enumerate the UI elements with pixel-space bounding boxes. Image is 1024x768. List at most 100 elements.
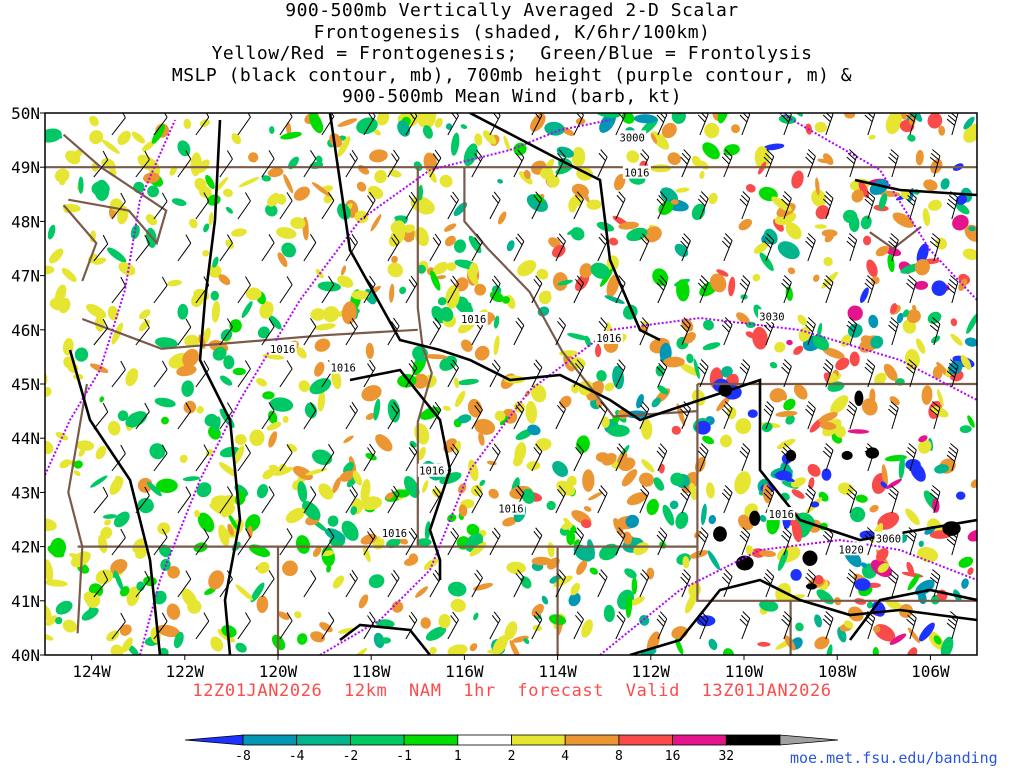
wind-barb [135,486,150,514]
frontogenesis-cell [641,459,655,473]
frontogenesis-cell [513,454,524,467]
wind-barb [405,611,418,640]
frontogenesis-cell [208,212,214,226]
frontogenesis-cell [472,582,494,591]
frontogenesis-cell [434,117,443,128]
frontogenesis-cell [526,461,541,471]
wind-barb [237,192,251,220]
wind-barb [405,359,418,388]
wind-barb [680,149,691,178]
wind-barb [303,486,317,514]
wind-barb [135,150,150,178]
frontogenesis-cell [154,337,178,349]
wind-barb [387,233,400,262]
frontogenesis-cell [791,477,806,488]
frontogenesis-cell [257,561,270,574]
frontogenesis-cell [147,185,159,198]
frontogenesis-cell [257,326,270,339]
frontogenesis-cell [423,354,448,360]
colorbar-low-arrow [184,734,244,746]
wind-barb [906,275,917,304]
wind-barb [429,569,442,598]
state-borders [45,133,977,655]
frontogenesis-cell [73,470,81,477]
frontogenesis-cell [85,593,101,608]
colorbar-segment [511,734,566,746]
wind-barb [864,611,876,640]
frontogenesis-cell [817,322,823,339]
frontogenesis-cell [513,142,527,156]
wind-barb [822,275,834,304]
frontogenesis-cell [355,648,368,655]
frontogenesis-cell [940,636,954,655]
frontogenesis-cell [964,337,977,347]
wind-barb [846,569,858,598]
height-label: 3030 [759,311,784,323]
frontogenesis-cell [317,391,326,412]
frontogenesis-cell [90,475,108,488]
frontogenesis-cell [447,581,467,597]
frontogenesis-cell [360,478,371,503]
frontogenesis-cell [918,622,935,642]
frontogenesis-cell [868,134,876,140]
frontogenesis-cell [818,412,838,423]
frontogenesis-cell [352,470,363,486]
frontogenesis-cell [276,227,297,239]
wind-barb [237,528,251,556]
credit-link[interactable]: moe.met.fsu.edu/banding [790,749,998,767]
frontogenesis-cell [955,202,970,215]
colorbar-label: 1 [454,749,462,764]
wind-barb [846,485,858,514]
frontogenesis-cell [771,196,792,212]
frontogenesis-cell [817,158,829,164]
frontogenesis-cell [433,261,449,275]
frontogenesis-cell [571,147,586,167]
mslp-label-bg [329,360,358,374]
lat-label: 40N [11,646,40,665]
mslp-contour [349,368,452,580]
wind-barb [345,233,358,262]
frontogenesis-core [841,450,853,460]
frontogenesis-cell [445,123,453,130]
border-line [416,167,433,547]
frontogenesis-cell [488,488,499,499]
border-line [62,133,168,246]
frontogenesis-cell [109,477,123,495]
wind-barb [697,275,709,304]
frontogenesis-cell [570,582,581,596]
wind-barb [153,360,168,388]
frontogenesis-cell [422,113,437,130]
frontogenesis-cell [374,169,387,184]
frontogenesis-cell [691,155,702,167]
frontogenesis-cell [669,500,679,510]
frontogenesis-cell [417,116,426,128]
frontogenesis-cell [676,279,690,302]
wind-barb [513,569,525,598]
wind-barb [888,317,899,346]
wind-barbs [93,113,959,640]
wind-barb [261,486,275,514]
lat-label: 41N [11,592,40,611]
wind-barb [153,444,168,472]
colorbar-label: -2 [343,749,359,764]
frontogenesis-cell [429,646,437,655]
wind-barb [363,611,376,640]
frontogenesis-cell [573,539,580,546]
frontogenesis-cell [785,414,795,425]
frontogenesis-core [821,468,832,481]
frontogenesis-cell [311,449,333,466]
height-label: 3060 [876,533,901,545]
wind-barb [573,527,584,556]
frontogenesis-core [695,420,711,435]
frontogenesis-cell [290,217,306,230]
wind-barb [153,276,168,304]
wind-barb [656,443,668,472]
frontogenesis-cell [759,252,774,272]
frontogenesis-cell [686,353,694,364]
frontogenesis-core [854,390,864,406]
frontogenesis-cell [179,454,188,463]
mslp-contour [854,178,977,197]
border-line [696,384,792,655]
frontogenesis-cell [587,539,595,560]
frontogenesis-cell [621,469,638,487]
